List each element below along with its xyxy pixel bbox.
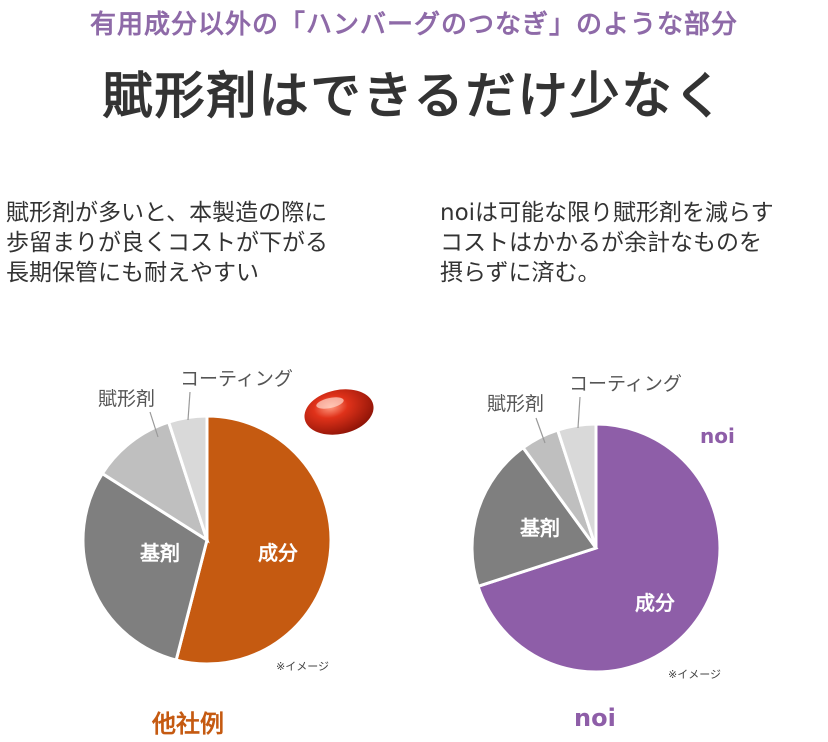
- caption-others: 他社例: [152, 710, 224, 738]
- page-title: 賦形剤はできるだけ少なく: [102, 67, 726, 125]
- slice-label: 基剤: [520, 516, 560, 540]
- description-line: noiは可能な限り賦形剤を減らす: [440, 200, 774, 226]
- pie-slice: [476, 422, 722, 674]
- leader-line: [535, 417, 546, 444]
- pie-slice: [470, 445, 599, 589]
- leader-line: [187, 391, 191, 421]
- slice-label: 成分: [635, 591, 675, 615]
- capsule-highlight: [316, 397, 344, 409]
- image-note: ※イメージ: [276, 660, 329, 673]
- slice-label: コーティング: [569, 373, 682, 395]
- image-note: ※イメージ: [668, 668, 721, 681]
- caption-noi: noi: [574, 704, 616, 732]
- description-line: コストはかかるが余計なものを: [440, 230, 762, 256]
- pie-slice: [555, 422, 598, 549]
- slice-label: 成分: [258, 541, 298, 565]
- description-line: 摂らずに済む。: [440, 260, 601, 286]
- slice-label: コーティング: [180, 368, 293, 390]
- leader-line: [577, 396, 581, 429]
- pie-chart-noi: 成分 基剤 賦形剤 コーティング ※イメージ noi: [470, 373, 735, 681]
- slice-label: 賦形剤: [487, 393, 544, 415]
- slice-label: 賦形剤: [98, 388, 155, 410]
- description-right: noiは可能な限り賦形剤を減らす コストはかかるが余計なものを 摂らずに済む。: [440, 198, 774, 288]
- description-line: 歩留まりが良くコストが下がる: [6, 230, 328, 256]
- pie-slice: [81, 471, 209, 662]
- capsule-image: [304, 389, 374, 435]
- subtitle: 有用成分以外の「ハンバーグのつなぎ」のような部分: [89, 10, 738, 40]
- slice-label: 基剤: [140, 541, 180, 565]
- pie-chart-others: 成分 基剤 賦形剤 コーティング ※イメージ: [81, 368, 333, 673]
- brand-label: noi: [700, 424, 735, 448]
- description-line: 賦形剤が多いと、本製造の際に: [6, 200, 328, 226]
- description-line: 長期保管にも耐えやすい: [6, 260, 259, 286]
- leader-line: [149, 411, 159, 438]
- description-left: 賦形剤が多いと、本製造の際に 歩留まりが良くコストが下がる 長期保管にも耐えやす…: [6, 198, 328, 288]
- pie-slice: [100, 420, 210, 544]
- pie-slice: [174, 414, 333, 666]
